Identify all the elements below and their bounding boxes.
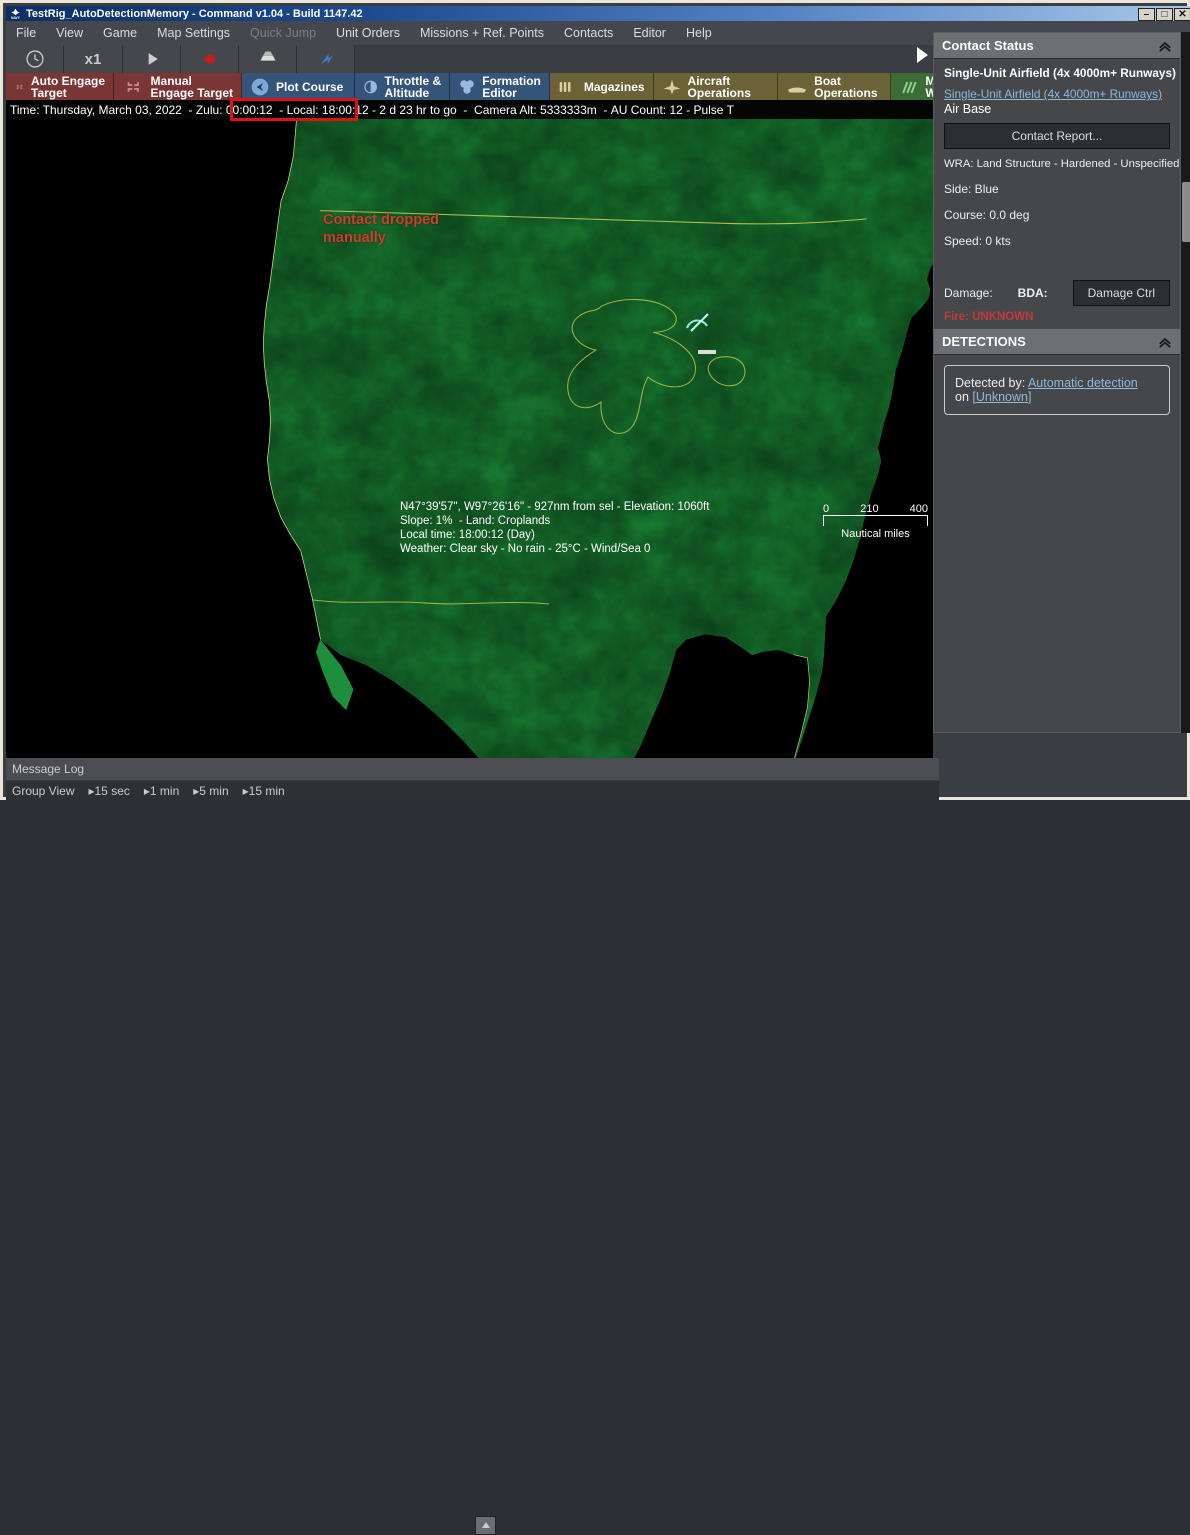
svg-text:NAVY: NAVY [11, 16, 21, 20]
